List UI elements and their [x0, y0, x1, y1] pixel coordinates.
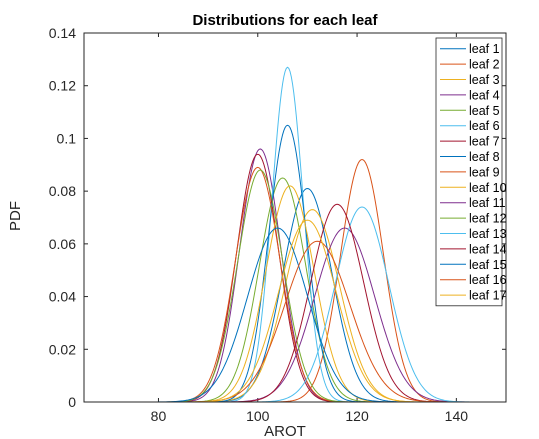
legend-label: leaf 9: [469, 165, 500, 179]
legend-label: leaf 16: [469, 273, 507, 287]
series-line-leaf-10: [84, 185, 506, 402]
y-tick-label: 0.1: [57, 130, 77, 146]
y-tick-label: 0.14: [49, 25, 76, 41]
series-line-leaf-11: [84, 227, 506, 402]
series-line-leaf-5: [84, 177, 506, 402]
series-line-leaf-13: [84, 206, 506, 402]
y-tick-label: 0.04: [49, 289, 76, 305]
series-line-leaf-12: [84, 169, 506, 402]
legend-label: leaf 11: [469, 196, 506, 210]
series-line-leaf-7: [84, 153, 506, 402]
legend-label: leaf 10: [469, 181, 507, 195]
x-tick-label: 80: [151, 408, 167, 424]
series-line-leaf-8: [84, 124, 506, 402]
series-line-leaf-6: [84, 66, 506, 402]
legend-label: leaf 17: [469, 289, 507, 303]
series-line-leaf-4: [84, 148, 506, 402]
legend-label: leaf 7: [469, 135, 500, 149]
ticks: 80 100 120 140 0 0.02 0.04 0.06 0.08 0.1 0.12 0.14: [49, 25, 506, 424]
legend-label: leaf 1: [469, 42, 500, 56]
series-line-leaf-1: [84, 187, 506, 402]
y-tick-label: 0.08: [49, 183, 76, 199]
legend-label: leaf 3: [469, 73, 500, 87]
axes-box: [83, 32, 507, 403]
x-axis-label: AROT: [264, 423, 306, 439]
legend-label: leaf 8: [469, 150, 500, 164]
legend-label: leaf 13: [469, 227, 507, 241]
legend-label: leaf 15: [469, 258, 507, 272]
y-tick-label: 0.12: [49, 78, 76, 94]
y-tick-label: 0: [68, 394, 76, 410]
y-axis-label: PDF: [7, 201, 24, 231]
legend-label: leaf 6: [469, 119, 500, 133]
x-tick-label: 140: [445, 408, 469, 424]
legend-label: leaf 12: [469, 212, 507, 226]
legend-label: leaf 5: [469, 104, 500, 118]
legend-label: leaf 14: [469, 242, 507, 256]
x-tick-label: 100: [246, 408, 270, 424]
x-tick-label: 120: [345, 408, 369, 424]
axes-frame: [83, 32, 507, 403]
y-tick-label: 0.02: [49, 341, 76, 357]
y-tick-label: 0.06: [49, 236, 76, 252]
legend-label: leaf 2: [469, 58, 500, 72]
legend-label: leaf 4: [469, 88, 500, 102]
chart-title: Distributions for each leaf: [192, 12, 378, 29]
